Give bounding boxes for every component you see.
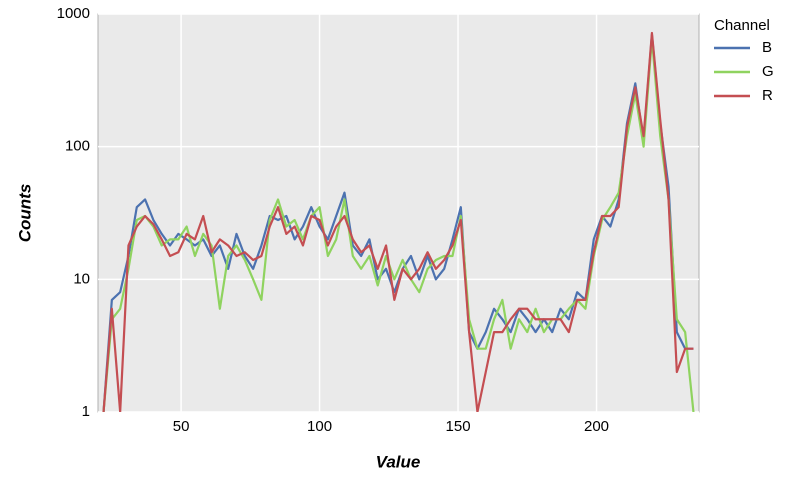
legend-label: R bbox=[762, 87, 773, 104]
x-tick-label: 200 bbox=[584, 418, 609, 435]
y-tick-label: 1 bbox=[82, 403, 90, 420]
legend-label: G bbox=[762, 63, 774, 80]
y-axis-title: Counts bbox=[15, 184, 34, 243]
series-line bbox=[102, 31, 694, 412]
legend-label: B bbox=[762, 39, 772, 56]
x-tick-label: 150 bbox=[446, 418, 471, 435]
plot-background bbox=[97, 13, 700, 413]
legend-title: Channel bbox=[714, 17, 770, 34]
x-tick-label: 100 bbox=[307, 418, 332, 435]
y-tick-label: 10 bbox=[73, 270, 90, 287]
x-tick-label: 50 bbox=[173, 418, 190, 435]
y-tick-label: 1000 bbox=[57, 5, 90, 22]
x-axis-title: Value bbox=[376, 452, 421, 471]
y-tick-label: 100 bbox=[65, 138, 90, 155]
